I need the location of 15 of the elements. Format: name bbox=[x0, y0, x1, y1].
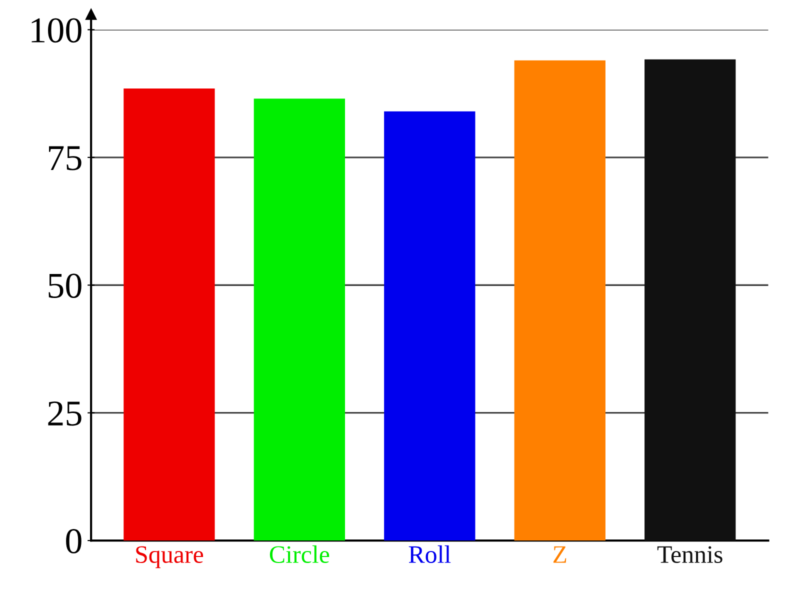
x-tick-label: Square bbox=[136, 546, 204, 568]
x-tick-label: Circle bbox=[270, 545, 330, 563]
y-tick-label: 0 bbox=[66, 529, 82, 554]
y-tick-label: 50 bbox=[48, 274, 82, 298]
bar bbox=[514, 60, 606, 541]
x-tick-label: Tennis bbox=[657, 546, 722, 563]
y-tick-label: 25 bbox=[48, 401, 82, 426]
bar bbox=[384, 111, 476, 541]
bar bbox=[124, 88, 215, 541]
bar bbox=[644, 59, 736, 541]
y-tick-label: 75 bbox=[49, 146, 82, 170]
x-tick-label: Roll bbox=[408, 545, 451, 563]
y-tick-label: 100 bbox=[32, 18, 82, 43]
x-tick-label: Z bbox=[553, 546, 566, 563]
bar bbox=[254, 98, 346, 541]
